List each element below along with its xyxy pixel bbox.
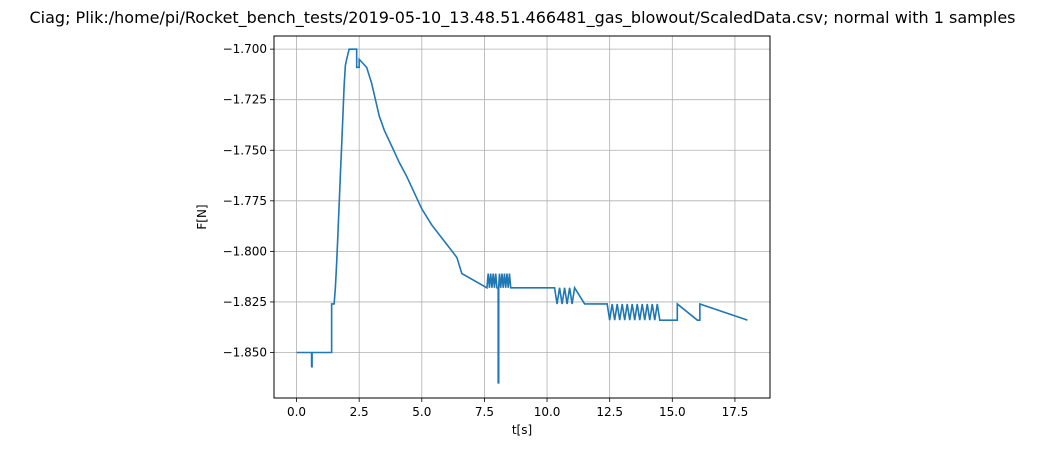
- x-tick-label: 7.5: [475, 405, 494, 419]
- x-tick-label: 0.0: [287, 405, 306, 419]
- y-tick-label: −1.750: [223, 143, 267, 157]
- series-line: [296, 48, 748, 384]
- x-axis-ticks: 0.0 2.5 5.0 7.5 10.0 12.5 15.0 17.5: [287, 398, 748, 419]
- y-tick-label: −1.825: [223, 295, 267, 309]
- y-tick-label: −1.800: [223, 244, 267, 258]
- x-tick-label: 15.0: [659, 405, 686, 419]
- axes-frame: [273, 35, 771, 399]
- grid-lines: [274, 36, 770, 398]
- y-tick-label: −1.850: [223, 345, 267, 359]
- y-tick-label: −1.725: [223, 93, 267, 107]
- plot-area: [296, 48, 748, 384]
- x-tick-label: 10.0: [534, 405, 561, 419]
- chart-title: Ciag; Plik:/home/pi/Rocket_bench_tests/2…: [29, 8, 1016, 27]
- y-tick-label: −1.775: [223, 194, 267, 208]
- x-tick-label: 17.5: [722, 405, 749, 419]
- x-tick-label: 2.5: [350, 405, 369, 419]
- x-tick-label: 12.5: [596, 405, 623, 419]
- x-tick-label: 5.0: [412, 405, 431, 419]
- x-axis-label: t[s]: [512, 423, 532, 437]
- y-tick-label: −1.700: [223, 42, 267, 56]
- y-axis-ticks: −1.850 −1.825 −1.800 −1.775 −1.750 −1.725 −1.7…: [223, 42, 274, 359]
- y-axis-label: F[N]: [195, 204, 209, 229]
